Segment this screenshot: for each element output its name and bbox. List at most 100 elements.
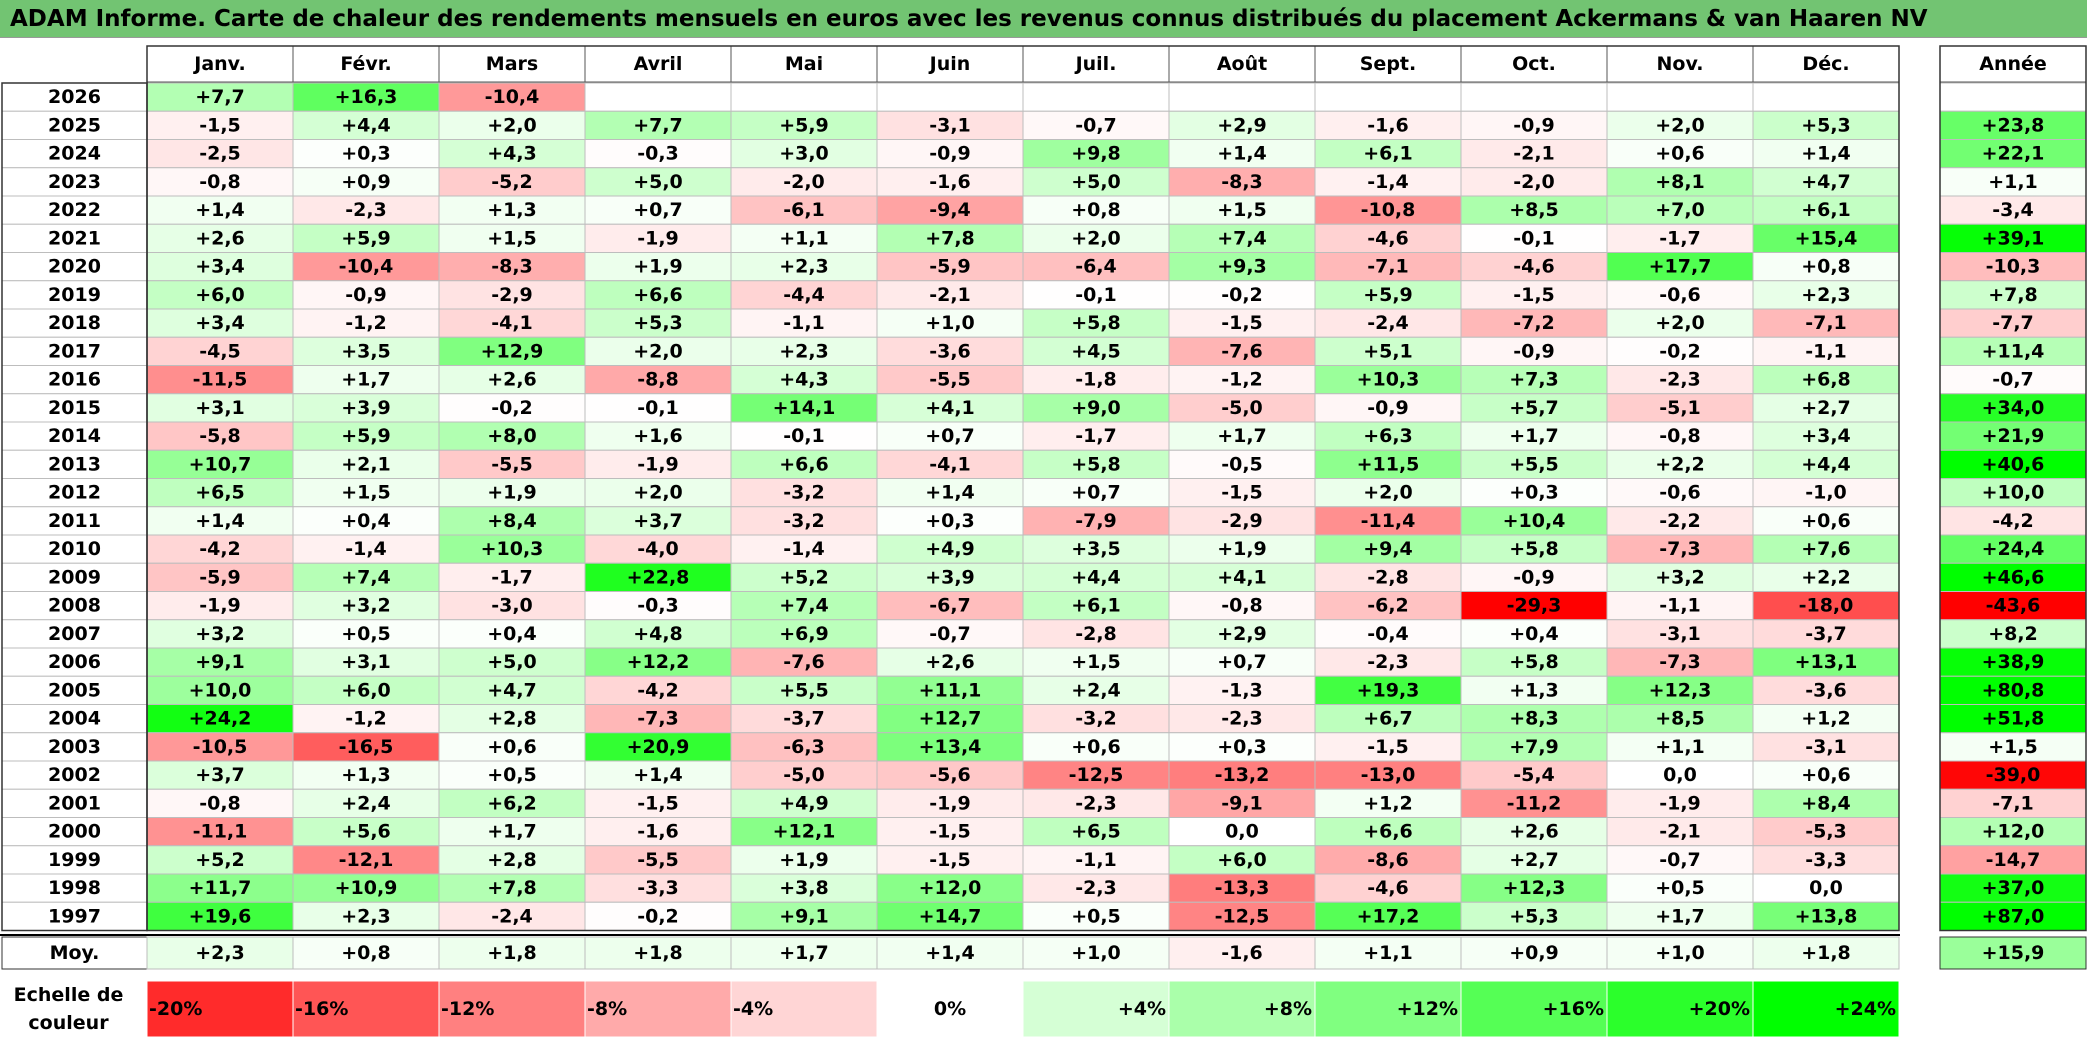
heatmap-cell — [1460, 280, 1608, 310]
heatmap-cell — [1606, 901, 1754, 931]
cell-value: +6,2 — [487, 792, 537, 814]
cell-value: +5,9 — [1363, 284, 1413, 306]
month-header: Mai — [785, 53, 823, 75]
year-label: 2002 — [48, 764, 101, 786]
color-scale-swatch — [1168, 980, 1316, 1037]
year-label-cell — [1, 647, 148, 677]
heatmap-cell — [438, 336, 586, 366]
heatmap-cell — [292, 901, 440, 931]
cell-value: -2,3 — [345, 199, 387, 221]
cell-value: +7,7 — [633, 114, 683, 136]
heatmap-cell — [438, 449, 586, 479]
color-scale-label: +12% — [1397, 998, 1458, 1020]
heatmap-cell — [730, 732, 878, 762]
color-scale-label: Echelle de — [14, 984, 124, 1006]
heatmap-cell — [584, 167, 732, 197]
heatmap-cell — [730, 308, 878, 338]
cell-value: -0,1 — [783, 425, 825, 447]
cell-value: -4,4 — [783, 284, 825, 306]
year-label: 1998 — [48, 877, 101, 899]
cell-value: +1,7 — [341, 369, 391, 391]
month-header: Avril — [634, 53, 683, 75]
cell-value: -0,9 — [345, 284, 387, 306]
heatmap-cell — [1314, 280, 1462, 310]
heatmap-cell — [438, 534, 586, 564]
cell-value: +22,8 — [627, 566, 690, 588]
year-label: 2007 — [48, 623, 101, 645]
cell-value: +16,3 — [335, 86, 398, 108]
heatmap-cell — [1752, 82, 1900, 112]
cell-value: +6,0 — [195, 284, 245, 306]
cell-value: +1,7 — [1217, 425, 1267, 447]
heatmap-cell — [1168, 506, 1316, 536]
cell-value: -5,6 — [929, 764, 971, 786]
cell-value: +3,9 — [341, 397, 391, 419]
year-label-cell — [1, 449, 148, 479]
year-label: 2020 — [48, 256, 101, 278]
cell-value: +6,7 — [1363, 708, 1413, 730]
heatmap-cell — [1752, 110, 1900, 140]
cell-value: -8,3 — [1221, 171, 1263, 193]
annual-value: -39,0 — [1986, 764, 2041, 786]
heatmap-cell — [1752, 167, 1900, 197]
cell-value: -7,3 — [1659, 651, 1701, 673]
color-scale-label: -16% — [295, 998, 348, 1020]
cell-value: +5,9 — [779, 114, 829, 136]
heatmap-cell — [1168, 817, 1316, 847]
cell-value: -1,9 — [199, 595, 241, 617]
annual-value: +51,8 — [1982, 708, 2045, 730]
heatmap-cell — [730, 591, 878, 621]
cell-value: -2,1 — [1513, 143, 1555, 165]
cell-value: +2,6 — [195, 227, 245, 249]
cell-value: +9,4 — [1363, 538, 1413, 560]
cell-value: -7,9 — [1075, 510, 1117, 532]
page-title: ADAM Informe. Carte de chaleur des rende… — [0, 0, 2087, 38]
color-scale-label: -12% — [441, 998, 494, 1020]
cell-value: -2,1 — [1659, 821, 1701, 843]
cell-value: +3,4 — [1801, 425, 1851, 447]
cell-value: +2,0 — [633, 482, 683, 504]
cell-value: +6,5 — [1071, 821, 1121, 843]
cell-value: -0,5 — [1221, 453, 1263, 475]
cell-value: +1,6 — [633, 425, 683, 447]
cell-value: -2,3 — [1659, 369, 1701, 391]
heatmap-cell — [146, 449, 294, 479]
cell-value: -3,3 — [1805, 849, 1847, 871]
cell-value: -7,6 — [1221, 340, 1263, 362]
average-cell — [1460, 936, 1608, 970]
cell-value: +0,5 — [487, 764, 537, 786]
average-value: +0,8 — [341, 942, 391, 964]
heatmap-cell — [1314, 252, 1462, 282]
cell-value: -0,8 — [1659, 425, 1701, 447]
color-scale-label: +16% — [1543, 998, 1604, 1020]
heatmap-cell — [292, 788, 440, 818]
heatmap-cell — [1168, 308, 1316, 338]
heatmap-cell — [1752, 308, 1900, 338]
heatmap-cell — [1314, 139, 1462, 169]
heatmap-cell — [146, 647, 294, 677]
year-label: 2021 — [48, 227, 101, 249]
heatmap-cell — [1314, 534, 1462, 564]
heatmap-cell — [438, 732, 586, 762]
heatmap-cell — [1022, 252, 1170, 282]
average-value: +0,9 — [1509, 942, 1559, 964]
annual-value: -7,1 — [1992, 792, 2034, 814]
heatmap-cell — [438, 704, 586, 734]
heatmap-cell — [1752, 562, 1900, 592]
heatmap-cell — [146, 365, 294, 395]
average-cell — [730, 936, 878, 970]
cell-value: +8,1 — [1655, 171, 1705, 193]
cell-value: +0,6 — [1801, 764, 1851, 786]
annual-cell — [1939, 817, 2087, 847]
heatmap-cell — [1606, 760, 1754, 790]
heatmap-cell — [146, 732, 294, 762]
heatmap-cell — [438, 195, 586, 225]
heatmap-cell — [438, 478, 586, 508]
annual-value: -10,3 — [1986, 256, 2041, 278]
cell-value: +5,6 — [341, 821, 391, 843]
month-header-cell — [1752, 45, 1900, 83]
cell-value: -3,7 — [1805, 623, 1847, 645]
heatmap-cell — [876, 82, 1024, 112]
cell-value: +12,1 — [773, 821, 836, 843]
cell-value: -12,1 — [339, 849, 394, 871]
